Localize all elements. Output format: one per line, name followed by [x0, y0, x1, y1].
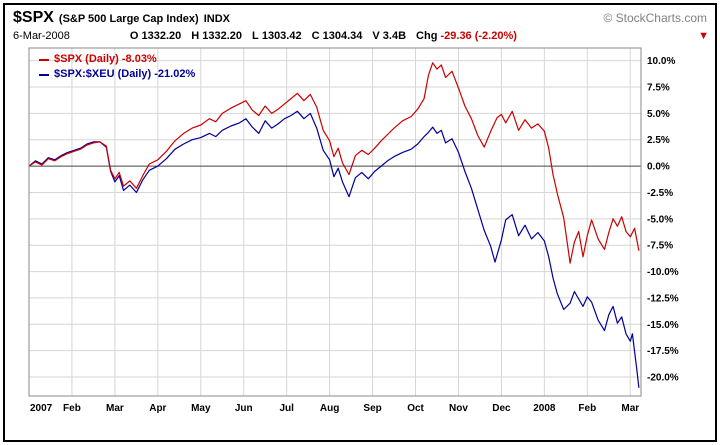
- y-tick-label: -15.0%: [647, 320, 679, 331]
- index-name: (S&P 500 Large Cap Index): [58, 13, 199, 25]
- x-tick-label: Nov: [449, 403, 468, 414]
- ticker-symbol: $SPX: [13, 9, 54, 26]
- close-value: 1304.34: [322, 30, 363, 42]
- x-tick-label: Jul: [279, 403, 294, 414]
- close-label: C: [311, 30, 320, 42]
- plot-background: [29, 48, 641, 396]
- quote-date: 6-Mar-2008: [13, 30, 70, 42]
- stockcharts-copyright: © StockCharts.com: [603, 11, 707, 25]
- legend-label-spx: $SPX (Daily) -8.03%: [54, 53, 157, 65]
- x-tick-label: 2007: [30, 403, 53, 414]
- y-tick-label: -5.0%: [647, 214, 673, 225]
- y-tick-label: 2.5%: [647, 135, 670, 146]
- legend-label-spx-xeu: $SPX:$XEU (Daily) -21.02%: [54, 68, 196, 80]
- x-tick-label: May: [191, 403, 211, 414]
- x-tick-label: Mar: [106, 403, 124, 414]
- price-chart-svg: 10.0% 7.5% 5.0% 2.5% 0.0% -2.5% -5.0% -7.5% -10.…: [28, 47, 679, 414]
- spx-line-swatch-icon: [39, 58, 49, 61]
- y-tick-label: 5.0%: [647, 109, 670, 120]
- open-quote: O 1332.20: [130, 30, 181, 42]
- low-value: 1303.42: [261, 30, 302, 42]
- y-tick-label: -12.5%: [647, 293, 679, 304]
- stockcharts-chart-frame: $SPX (S&P 500 Large Cap Index) INDX © St…: [3, 3, 717, 442]
- chart-header: $SPX (S&P 500 Large Cap Index) INDX © St…: [5, 5, 715, 42]
- y-tick-label: -2.5%: [647, 188, 673, 199]
- series-line-spxxeu: [28, 110, 640, 388]
- high-value: 1332.20: [202, 30, 243, 42]
- high-quote: H 1332.20: [191, 30, 242, 42]
- y-tick-label: -20.0%: [647, 373, 679, 384]
- chart-area: 10.0% 7.5% 5.0% 2.5% 0.0% -2.5% -5.0% -7.5% -10.…: [5, 44, 715, 426]
- x-tick-label: Feb: [63, 403, 81, 414]
- x-tick-label: Aug: [320, 403, 339, 414]
- x-tick-label: Jun: [235, 403, 253, 414]
- title-row: $SPX (S&P 500 Large Cap Index) INDX © St…: [13, 9, 707, 27]
- volume-quote: V 3.4B: [372, 30, 406, 42]
- x-tick-label: Oct: [407, 403, 424, 414]
- x-tick-label: Dec: [492, 403, 511, 414]
- y-tick-label: 7.5%: [647, 83, 670, 94]
- volume-value: 3.4B: [382, 30, 407, 42]
- x-tick-label: Apr: [149, 403, 166, 414]
- low-label: L: [252, 30, 259, 42]
- series-line-spx: [28, 62, 640, 264]
- legend-item-spx: $SPX (Daily) -8.03%: [39, 52, 195, 67]
- spx-xeu-line-swatch-icon: [39, 73, 49, 76]
- y-tick-label: 10.0%: [647, 56, 675, 67]
- legend-item-spx-xeu: $SPX:$XEU (Daily) -21.02%: [39, 67, 195, 82]
- change-value: -29.36 (-2.20%): [440, 30, 517, 42]
- ohlc-quote: O 1332.20 H 1332.20 L 1303.42 C 1304.34 …: [130, 30, 517, 42]
- close-quote: C 1304.34: [312, 30, 363, 42]
- down-triangle-icon: ▼: [698, 30, 709, 42]
- y-tick-label: 0.0%: [647, 162, 670, 173]
- x-tick-label: Sep: [363, 403, 381, 414]
- x-tick-label: 2008: [533, 403, 556, 414]
- exchange-label: INDX: [203, 13, 230, 25]
- quote-row: 6-Mar-2008 O 1332.20 H 1332.20 L 1303.42…: [13, 30, 707, 42]
- open-label: O: [129, 30, 139, 42]
- y-tick-label: -10.0%: [647, 267, 679, 278]
- low-quote: L 1303.42: [252, 30, 302, 42]
- x-tick-label: Mar: [621, 403, 639, 414]
- chart-legend: $SPX (Daily) -8.03% $SPX:$XEU (Daily) -2…: [39, 52, 195, 82]
- change-quote: Chg -29.36 (-2.20%): [416, 30, 517, 42]
- open-value: 1332.20: [141, 30, 182, 42]
- x-tick-label: Feb: [578, 403, 596, 414]
- y-tick-label: -17.5%: [647, 346, 679, 357]
- volume-label: V: [372, 30, 380, 42]
- plot-border: [28, 47, 642, 397]
- change-label: Chg: [416, 30, 438, 42]
- high-label: H: [191, 30, 200, 42]
- y-tick-label: -7.5%: [647, 241, 673, 252]
